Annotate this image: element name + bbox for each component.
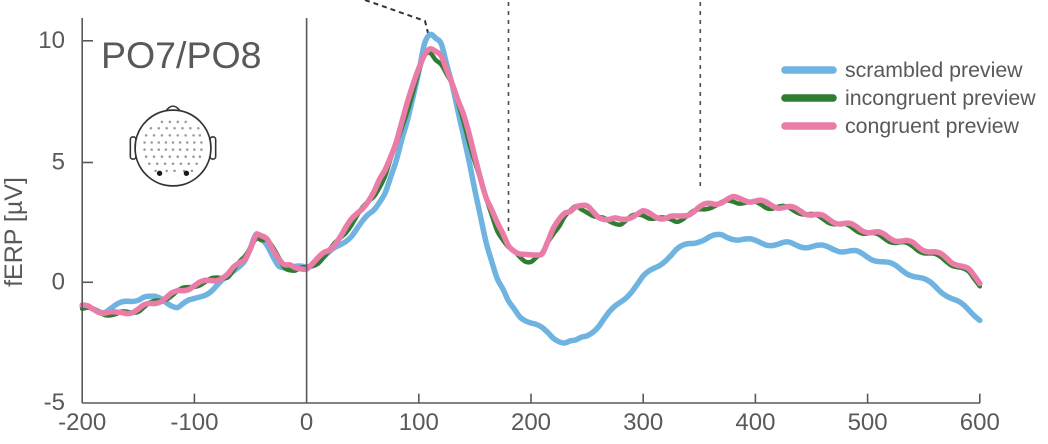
- svg-text:fERP [µV]: fERP [µV]: [0, 177, 28, 287]
- svg-text:100: 100: [399, 409, 439, 436]
- svg-text:5: 5: [52, 149, 65, 176]
- svg-text:PO7/PO8: PO7/PO8: [101, 34, 262, 76]
- svg-text:0: 0: [300, 409, 313, 436]
- svg-text:incongruent preview: incongruent preview: [845, 86, 1036, 110]
- svg-text:400: 400: [735, 409, 775, 436]
- svg-text:congruent preview: congruent preview: [845, 114, 1020, 138]
- svg-text:600: 600: [960, 409, 1000, 436]
- svg-text:200: 200: [511, 409, 551, 436]
- svg-text:500: 500: [848, 409, 888, 436]
- svg-text:-200: -200: [58, 409, 106, 436]
- svg-text:0: 0: [52, 269, 65, 296]
- svg-text:-100: -100: [170, 409, 218, 436]
- svg-text:10: 10: [38, 27, 65, 54]
- svg-text:scrambled preview: scrambled preview: [845, 58, 1023, 82]
- svg-text:300: 300: [623, 409, 663, 436]
